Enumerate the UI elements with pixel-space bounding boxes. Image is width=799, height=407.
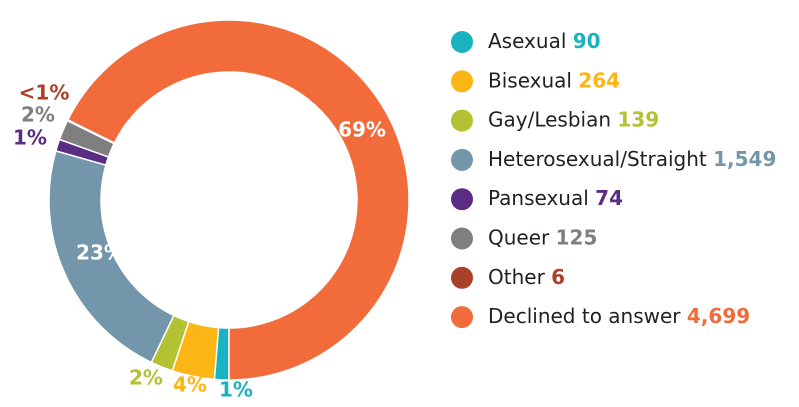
legend-value: 125 [556,225,598,249]
legend-label: Declined to answer 4,699 [488,304,750,328]
legend-label: Other 6 [488,264,565,288]
percent-label: 2% [129,366,163,390]
percent-label: <1% [19,81,70,105]
legend-label: Heterosexual/Straight 1,549 [488,146,776,170]
legend-marker [451,70,473,93]
legend-value: 90 [573,29,601,53]
legend-marker [451,266,473,289]
legend-marker [451,148,473,171]
legend-value: 1,549 [713,146,776,170]
legend-value: 6 [551,264,565,288]
percent-label: 23% [76,241,124,265]
legend-name: Heterosexual/Straight [488,146,707,170]
legend-label: Bisexual 264 [488,68,620,92]
legend-name: Pansexual [488,186,589,210]
legend-name: Bisexual [488,68,572,92]
legend-name: Declined to answer [488,304,681,328]
legend-name: Gay/Lesbian [488,107,611,131]
legend-marker [451,227,473,250]
donut-slice [66,19,410,381]
legend-value: 139 [617,107,659,131]
legend-label: Gay/Lesbian 139 [488,107,659,131]
percent-label: 1% [219,378,253,402]
percent-label: 2% [21,103,55,127]
legend-marker [451,31,473,53]
legend-label: Pansexual 74 [488,186,623,210]
legend-name: Queer [488,225,550,249]
legend-value: 74 [595,186,623,210]
legend-value: 264 [578,68,620,92]
percent-label: 69% [338,118,386,142]
legend-marker [451,109,473,132]
legend-label: Asexual 90 [488,29,601,53]
legend-value: 4,699 [687,304,750,328]
legend-name: Asexual [488,29,566,53]
percent-label: 4% [173,373,207,397]
legend-marker [451,188,473,211]
legend-marker [451,306,473,329]
legend-label: Queer 125 [488,225,597,249]
percent-label: 1% [13,126,47,150]
legend-name: Other [488,264,546,288]
